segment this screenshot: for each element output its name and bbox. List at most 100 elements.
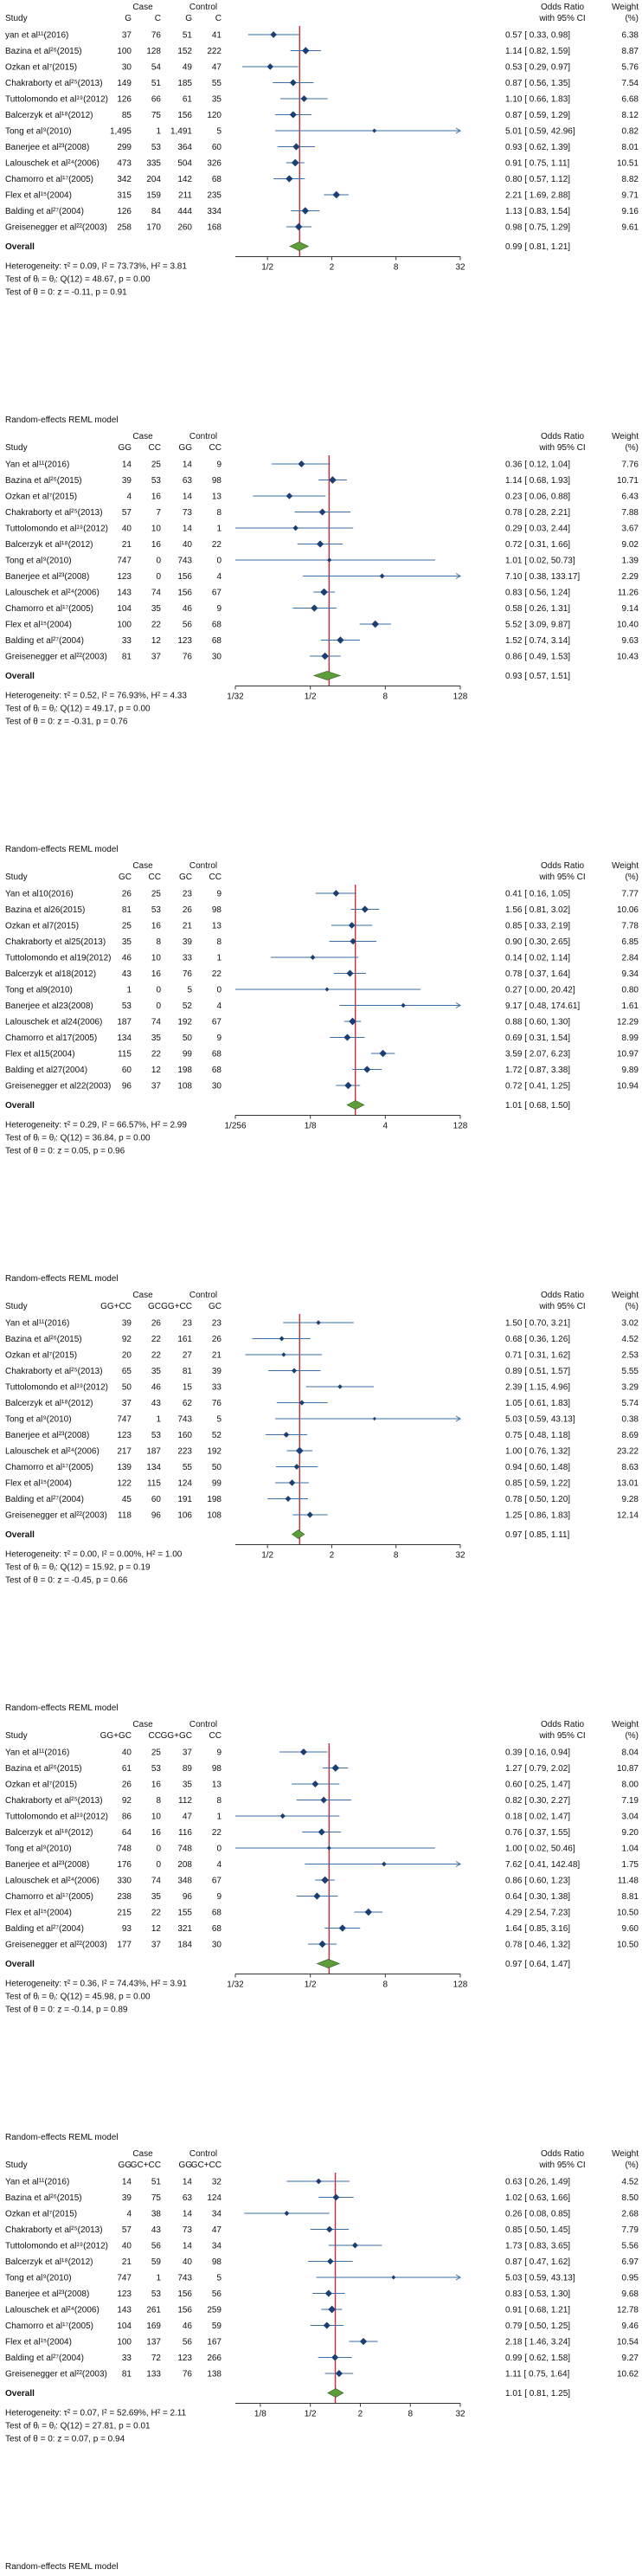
case-count-2: 66 xyxy=(151,95,162,105)
control-count-1: 47 xyxy=(183,1813,193,1822)
case-count-1: 45 xyxy=(122,1495,132,1504)
heterogeneity-stat-1: Heterogeneity: τ² = 0.09, I² = 73.73%, H… xyxy=(5,262,187,272)
study-weight: 10.54 xyxy=(617,2338,639,2347)
study-name: Flex et al¹⁵(2004) xyxy=(5,191,72,201)
odds-ratio-ci: 0.89 [ 0.51, 1.57] xyxy=(505,1367,570,1376)
col-subheader-case-1: G xyxy=(125,14,132,23)
x-tick-label: 128 xyxy=(453,1980,468,1990)
control-count-2: 68 xyxy=(212,1909,222,1918)
col-subheader-control-1: GG xyxy=(178,2161,192,2170)
case-count-2: 1 xyxy=(156,2274,161,2283)
heterogeneity-stat-1: Heterogeneity: τ² = 0.29, I² = 66.57%, H… xyxy=(5,1121,187,1130)
study-name: Balcerzyk et al18(2012) xyxy=(5,969,96,979)
control-count-1: 1,491 xyxy=(170,127,192,137)
effect-marker xyxy=(291,1368,298,1374)
col-header-ci: with 95% CI xyxy=(538,1302,585,1311)
case-count-2: 22 xyxy=(151,1050,162,1059)
odds-ratio-ci: 0.26 [ 0.08, 0.85] xyxy=(505,2210,570,2219)
effect-marker xyxy=(335,2369,343,2378)
odds-ratio-ci: 0.91 [ 0.75, 1.11] xyxy=(505,159,570,169)
case-count-1: 14 xyxy=(122,2178,132,2187)
case-count-2: 1 xyxy=(156,1415,161,1425)
control-count-2: 52 xyxy=(212,1431,222,1440)
control-count-1: 14 xyxy=(183,2242,193,2251)
case-count-2: 10 xyxy=(151,525,162,534)
heterogeneity-stat-2: Test of θᵢ = θⱼ: Q(12) = 15.92, p = 0.19 xyxy=(5,1563,151,1573)
study-weight: 7.19 xyxy=(622,1796,639,1806)
study-weight: 10.94 xyxy=(617,1082,639,1092)
control-count-1: 62 xyxy=(183,1399,193,1408)
case-count-1: 149 xyxy=(117,79,132,88)
col-subheader-case-2: CC xyxy=(149,1731,161,1741)
col-header-ci: with 95% CI xyxy=(538,2161,585,2170)
col-header-study: Study xyxy=(5,2161,28,2170)
case-count-1: 40 xyxy=(122,525,132,534)
study-name: Tong et al⁹(2010) xyxy=(5,1845,72,1854)
model-label: Random-effects REML model xyxy=(5,1703,119,1713)
study-row: Tuttolomondo et al¹⁹(2012) 50 46 15 33 2.39 [… xyxy=(5,1383,639,1393)
case-count-1: 330 xyxy=(117,1877,132,1886)
study-name: Bazina et al²⁶(2015) xyxy=(5,1764,82,1774)
x-tick-label: 1/32 xyxy=(227,1980,244,1990)
control-count-2: 9 xyxy=(216,890,221,899)
control-count-2: 34 xyxy=(212,2210,222,2219)
case-count-2: 187 xyxy=(146,1447,161,1457)
study-name: Balding et al27(2004) xyxy=(5,1066,87,1075)
heterogeneity-stat-3: Test of θ = 0: z = -0.31, p = 0.76 xyxy=(5,718,128,727)
study-name: Chakraborty et al²⁵(2013) xyxy=(5,508,103,518)
study-weight: 1.39 xyxy=(622,557,639,566)
x-tick-label: 32 xyxy=(455,2410,465,2419)
effect-marker xyxy=(381,1861,387,1867)
study-weight: 8.82 xyxy=(622,175,639,184)
case-count-1: 30 xyxy=(122,63,132,73)
forest-panel-3: Study Case Control GC CC GC CC Odds Ratio with 9… xyxy=(0,859,642,1288)
col-header-weight: Weight xyxy=(612,1291,639,1300)
overall-or-ci: 0.93 [ 0.57, 1.51] xyxy=(505,672,570,681)
study-row: Banerjee et al23(2008) 53 0 52 4 9.17 [ 0.48,… xyxy=(5,1001,639,1011)
study-row: Banerjee et al²³(2008) 123 0 156 4 7.10 [ 0.3… xyxy=(5,572,639,582)
study-row: Chakraborty et al²⁵(2013) 57 43 73 47 0.85 [ … xyxy=(5,2225,639,2235)
case-count-1: 26 xyxy=(122,890,132,899)
study-weight: 9.20 xyxy=(622,1828,639,1838)
study-weight: 8.00 xyxy=(622,1781,639,1790)
ci-arrow xyxy=(455,1002,461,1008)
study-name: Banerjee et al23(2008) xyxy=(5,1001,93,1011)
control-count-1: 743 xyxy=(177,1415,192,1425)
control-count-1: 348 xyxy=(177,1877,192,1886)
control-count-2: 5 xyxy=(216,127,221,137)
control-count-1: 123 xyxy=(177,636,192,646)
control-count-2: 0 xyxy=(216,1845,221,1854)
study-name: Bazina et al²⁶(2015) xyxy=(5,2193,82,2203)
control-count-2: 192 xyxy=(207,1447,221,1457)
case-count-2: 12 xyxy=(151,1066,162,1075)
control-count-1: 76 xyxy=(183,2370,193,2380)
control-count-2: 76 xyxy=(212,1399,222,1408)
study-row: Bazina et al²⁶(2015) 100 128 152 222 1.14 [ 0… xyxy=(5,47,639,56)
study-weight: 8.12 xyxy=(622,111,639,120)
effect-marker xyxy=(332,2193,340,2201)
study-weight: 6.43 xyxy=(622,493,639,502)
col-subheader-control-1: GG+GC xyxy=(161,1731,192,1741)
study-row: Yan et al¹¹(2016) 14 51 14 32 0.63 [ 0.26, 1.… xyxy=(5,2178,639,2187)
heterogeneity-stat-3: Test of θ = 0: z = -0.45, p = 0.66 xyxy=(5,1576,128,1586)
overall-diamond xyxy=(327,2388,344,2398)
study-row: Balcerzyk et al¹⁸(2012) 37 43 62 76 1.05 [ 0.… xyxy=(5,1399,639,1408)
control-count-2: 55 xyxy=(212,79,222,88)
case-count-1: 93 xyxy=(122,1924,132,1934)
case-count-1: 25 xyxy=(122,922,132,931)
control-count-1: 23 xyxy=(183,890,193,899)
effect-marker xyxy=(401,1002,406,1008)
study-name: Lalouschek et al²⁴(2006) xyxy=(5,2306,100,2315)
odds-ratio-ci: 1.25 [ 0.86, 1.83] xyxy=(505,1511,570,1521)
control-count-1: 14 xyxy=(183,2178,193,2187)
case-count-2: 204 xyxy=(146,175,161,184)
col-header-or: Odds Ratio xyxy=(541,1291,584,1300)
study-name: Balcerzyk et al¹⁸(2012) xyxy=(5,1828,93,1838)
ci-arrow xyxy=(455,1861,461,1867)
control-count-1: 37 xyxy=(183,1748,193,1758)
case-count-1: 315 xyxy=(117,191,132,201)
odds-ratio-ci: 0.87 [ 0.47, 1.62] xyxy=(505,2257,570,2267)
study-row: Balcerzyk et al¹⁸(2012) 64 16 116 22 0.76 [ 0… xyxy=(5,1828,639,1838)
case-count-2: 0 xyxy=(156,986,161,995)
